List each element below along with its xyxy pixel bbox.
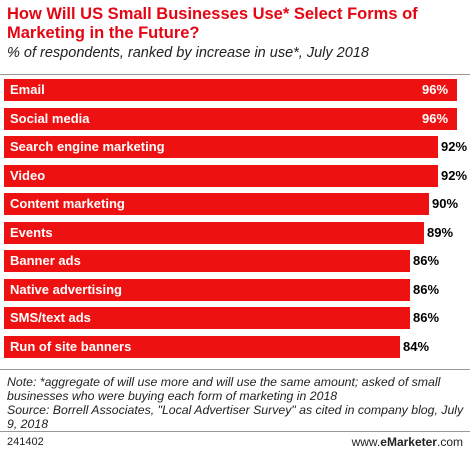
brand-prefix: www. <box>351 435 381 449</box>
bar-value-label: 92% <box>441 168 468 183</box>
bar-label: Banner ads <box>10 253 81 268</box>
top-divider <box>0 74 470 75</box>
bar <box>4 307 410 329</box>
chart-notes: Note: *aggregate of will use more and wi… <box>7 375 465 431</box>
bar <box>4 79 457 101</box>
bar-row: Native advertising 86% <box>4 279 466 301</box>
bar-label: Content marketing <box>10 196 125 211</box>
bar <box>4 136 438 158</box>
bar-value-label: 92% <box>441 139 468 154</box>
bar-value-label: 84% <box>403 339 430 354</box>
bar-label: Email <box>10 82 45 97</box>
brand-e: e <box>380 435 387 449</box>
bar-value-label: 86% <box>413 310 440 325</box>
bar-value-label: 96% <box>422 82 449 97</box>
bar <box>4 222 424 244</box>
bar <box>4 279 410 301</box>
bar-label: SMS/text ads <box>10 310 91 325</box>
bar-value-label: 89% <box>427 225 454 240</box>
bar-row: Content marketing 90% <box>4 193 466 215</box>
bar <box>4 108 457 130</box>
bar <box>4 165 438 187</box>
bar-label: Search engine marketing <box>10 139 165 154</box>
note-text: Note: *aggregate of will use more and wi… <box>7 375 441 403</box>
chart-title: How Will US Small Businesses Use* Select… <box>7 5 418 42</box>
bar-row: Search engine marketing 92% <box>4 136 468 158</box>
bar-label: Native advertising <box>10 282 122 297</box>
bar-row: Banner ads 86% <box>4 250 466 272</box>
bar-value-label: 96% <box>422 111 449 126</box>
bar-row: SMS/text ads 86% <box>4 307 466 329</box>
bar-label: Events <box>10 225 53 240</box>
note-divider <box>0 369 470 370</box>
bar-row: Events 89% <box>4 222 466 244</box>
bar-value-label: 90% <box>432 196 459 211</box>
bar-value-label: 86% <box>413 282 440 297</box>
chart-id: 241402 <box>7 436 44 448</box>
bar-label: Social media <box>10 111 90 126</box>
bar-row: Social media 96% <box>4 108 466 130</box>
bar-row: Email 96% <box>4 79 466 101</box>
brand-logo[interactable]: www.eMarketer.com <box>352 435 463 449</box>
footer-divider <box>0 431 470 432</box>
bar-label: Video <box>10 168 46 183</box>
chart-subtitle: % of respondents, ranked by increase in … <box>7 45 369 61</box>
source-text: Source: Borrell Associates, "Local Adver… <box>7 403 464 431</box>
bar <box>4 193 429 215</box>
brand-name: Marketer <box>386 435 437 449</box>
bar <box>4 336 400 358</box>
bar-label: Run of site banners <box>10 339 132 354</box>
bar-row: Video 92% <box>4 165 468 187</box>
brand-suffix: .com <box>436 435 463 449</box>
bar-row: Run of site banners 84% <box>4 336 466 358</box>
bar-value-label: 86% <box>413 253 440 268</box>
bar <box>4 250 410 272</box>
